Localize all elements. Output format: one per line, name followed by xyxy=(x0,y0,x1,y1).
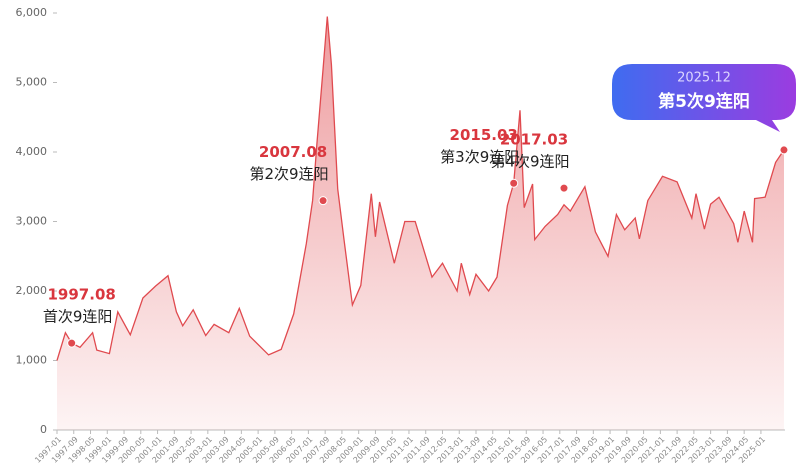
y-tick-label: 4,000 xyxy=(16,145,48,158)
annotation-dot xyxy=(559,183,569,193)
annotation-date: 2015.03 xyxy=(450,126,518,144)
annotation-text: 第3次9连阳 xyxy=(440,148,519,166)
annotation-date: 1997.08 xyxy=(48,286,116,304)
annotation-text: 第2次9连阳 xyxy=(250,165,329,183)
annotation-text: 首次9连阳 xyxy=(43,308,113,326)
annotation-date: 2017.03 xyxy=(500,131,568,149)
line xyxy=(56,16,785,361)
annotation-dot xyxy=(318,196,328,206)
bubble-shape xyxy=(612,64,796,132)
area xyxy=(57,16,784,430)
y-tick-label: 2,000 xyxy=(16,284,48,297)
annotation-date: 2007.08 xyxy=(259,143,327,161)
y-tick-label: 5,000 xyxy=(16,76,48,89)
callout-bubble: 2025.12 第5次9连阳 xyxy=(612,64,796,132)
annotation-text: 第5次9连阳 xyxy=(658,91,750,112)
y-tick-label: 1,000 xyxy=(16,354,48,367)
annotation-dot xyxy=(779,145,789,155)
y-tick-label: 6,000 xyxy=(16,6,48,19)
y-tick-label: 0 xyxy=(40,423,47,436)
y-tick-label: 3,000 xyxy=(16,215,48,228)
annotation-text: 第4次9连阳 xyxy=(490,153,569,171)
annotation-dot xyxy=(509,178,519,188)
annotation-dot xyxy=(67,338,77,348)
annotation-date: 2025.12 xyxy=(677,71,731,86)
